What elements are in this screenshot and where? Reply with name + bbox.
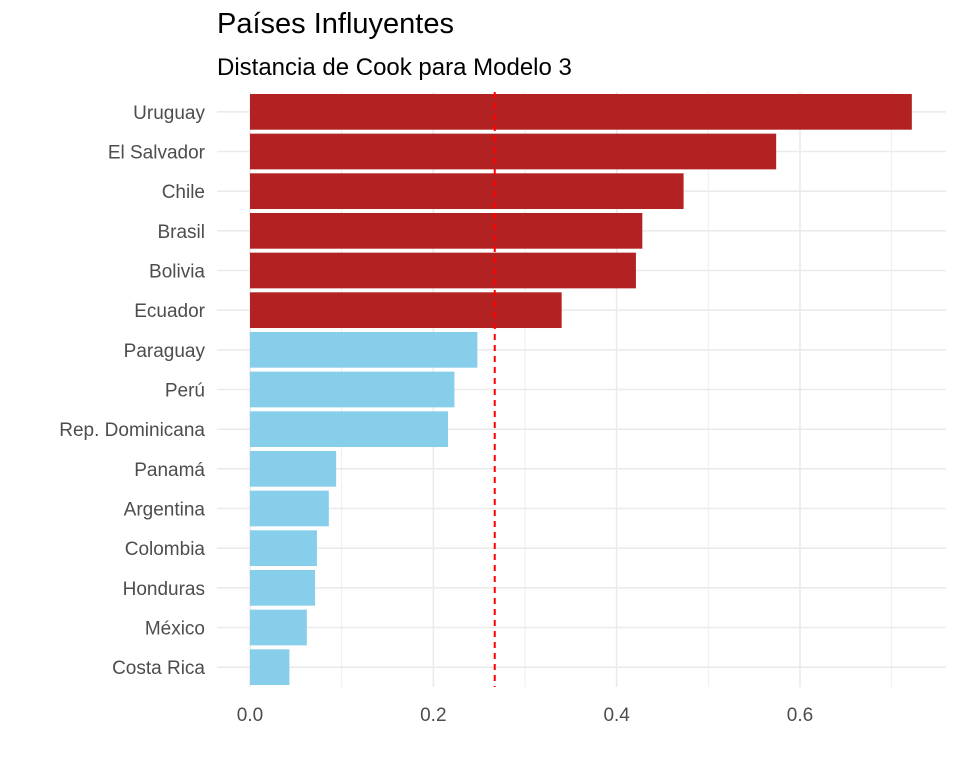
x-tick-labels: 0.0 0.2 0.4 0.6 xyxy=(237,705,813,726)
y-tick-label: Honduras xyxy=(123,579,205,600)
bar-chile xyxy=(250,173,684,210)
y-tick-label: Colombia xyxy=(125,539,206,560)
y-tick-label: Chile xyxy=(162,182,205,203)
bar-costa-rica xyxy=(250,649,290,686)
y-tick-label: Argentina xyxy=(124,500,206,521)
bar-colombia xyxy=(250,530,317,567)
y-tick-label: Bolivia xyxy=(149,262,205,283)
y-tick-label: Paraguay xyxy=(124,341,206,362)
y-tick-labels: Uruguay El Salvador Chile Brasil Bolivia Ecua… xyxy=(59,103,205,679)
chart-title: Países Influyentes xyxy=(217,8,454,40)
y-tick-label: Panamá xyxy=(134,460,205,481)
bar-brasil xyxy=(250,212,643,249)
x-tick-label: 0.2 xyxy=(420,705,446,726)
bar-el-salvador xyxy=(250,133,777,170)
y-tick-label: Perú xyxy=(165,381,205,402)
bar-panam- xyxy=(250,450,337,487)
x-tick-label: 0.4 xyxy=(603,705,630,726)
bar-ecuador xyxy=(250,292,562,329)
bar-paraguay xyxy=(250,331,478,368)
bar-bolivia xyxy=(250,252,636,289)
bar-m-xico xyxy=(250,609,307,646)
bars xyxy=(250,93,912,686)
bar-uruguay xyxy=(250,93,912,130)
y-tick-label: Brasil xyxy=(157,222,205,243)
y-tick-label: Ecuador xyxy=(134,301,205,322)
bar-honduras xyxy=(250,569,316,606)
y-tick-label: El Salvador xyxy=(108,143,206,164)
y-tick-label: Costa Rica xyxy=(112,658,205,679)
x-tick-label: 0.6 xyxy=(787,705,813,726)
y-tick-label: Rep. Dominicana xyxy=(59,420,205,441)
chart-subtitle: Distancia de Cook para Modelo 3 xyxy=(217,54,572,81)
x-tick-label: 0.0 xyxy=(237,705,263,726)
bar-argentina xyxy=(250,490,329,527)
bar-per- xyxy=(250,371,455,408)
y-tick-label: Uruguay xyxy=(133,103,205,124)
bar-rep-dominicana xyxy=(250,411,448,448)
y-tick-label: México xyxy=(145,619,205,640)
